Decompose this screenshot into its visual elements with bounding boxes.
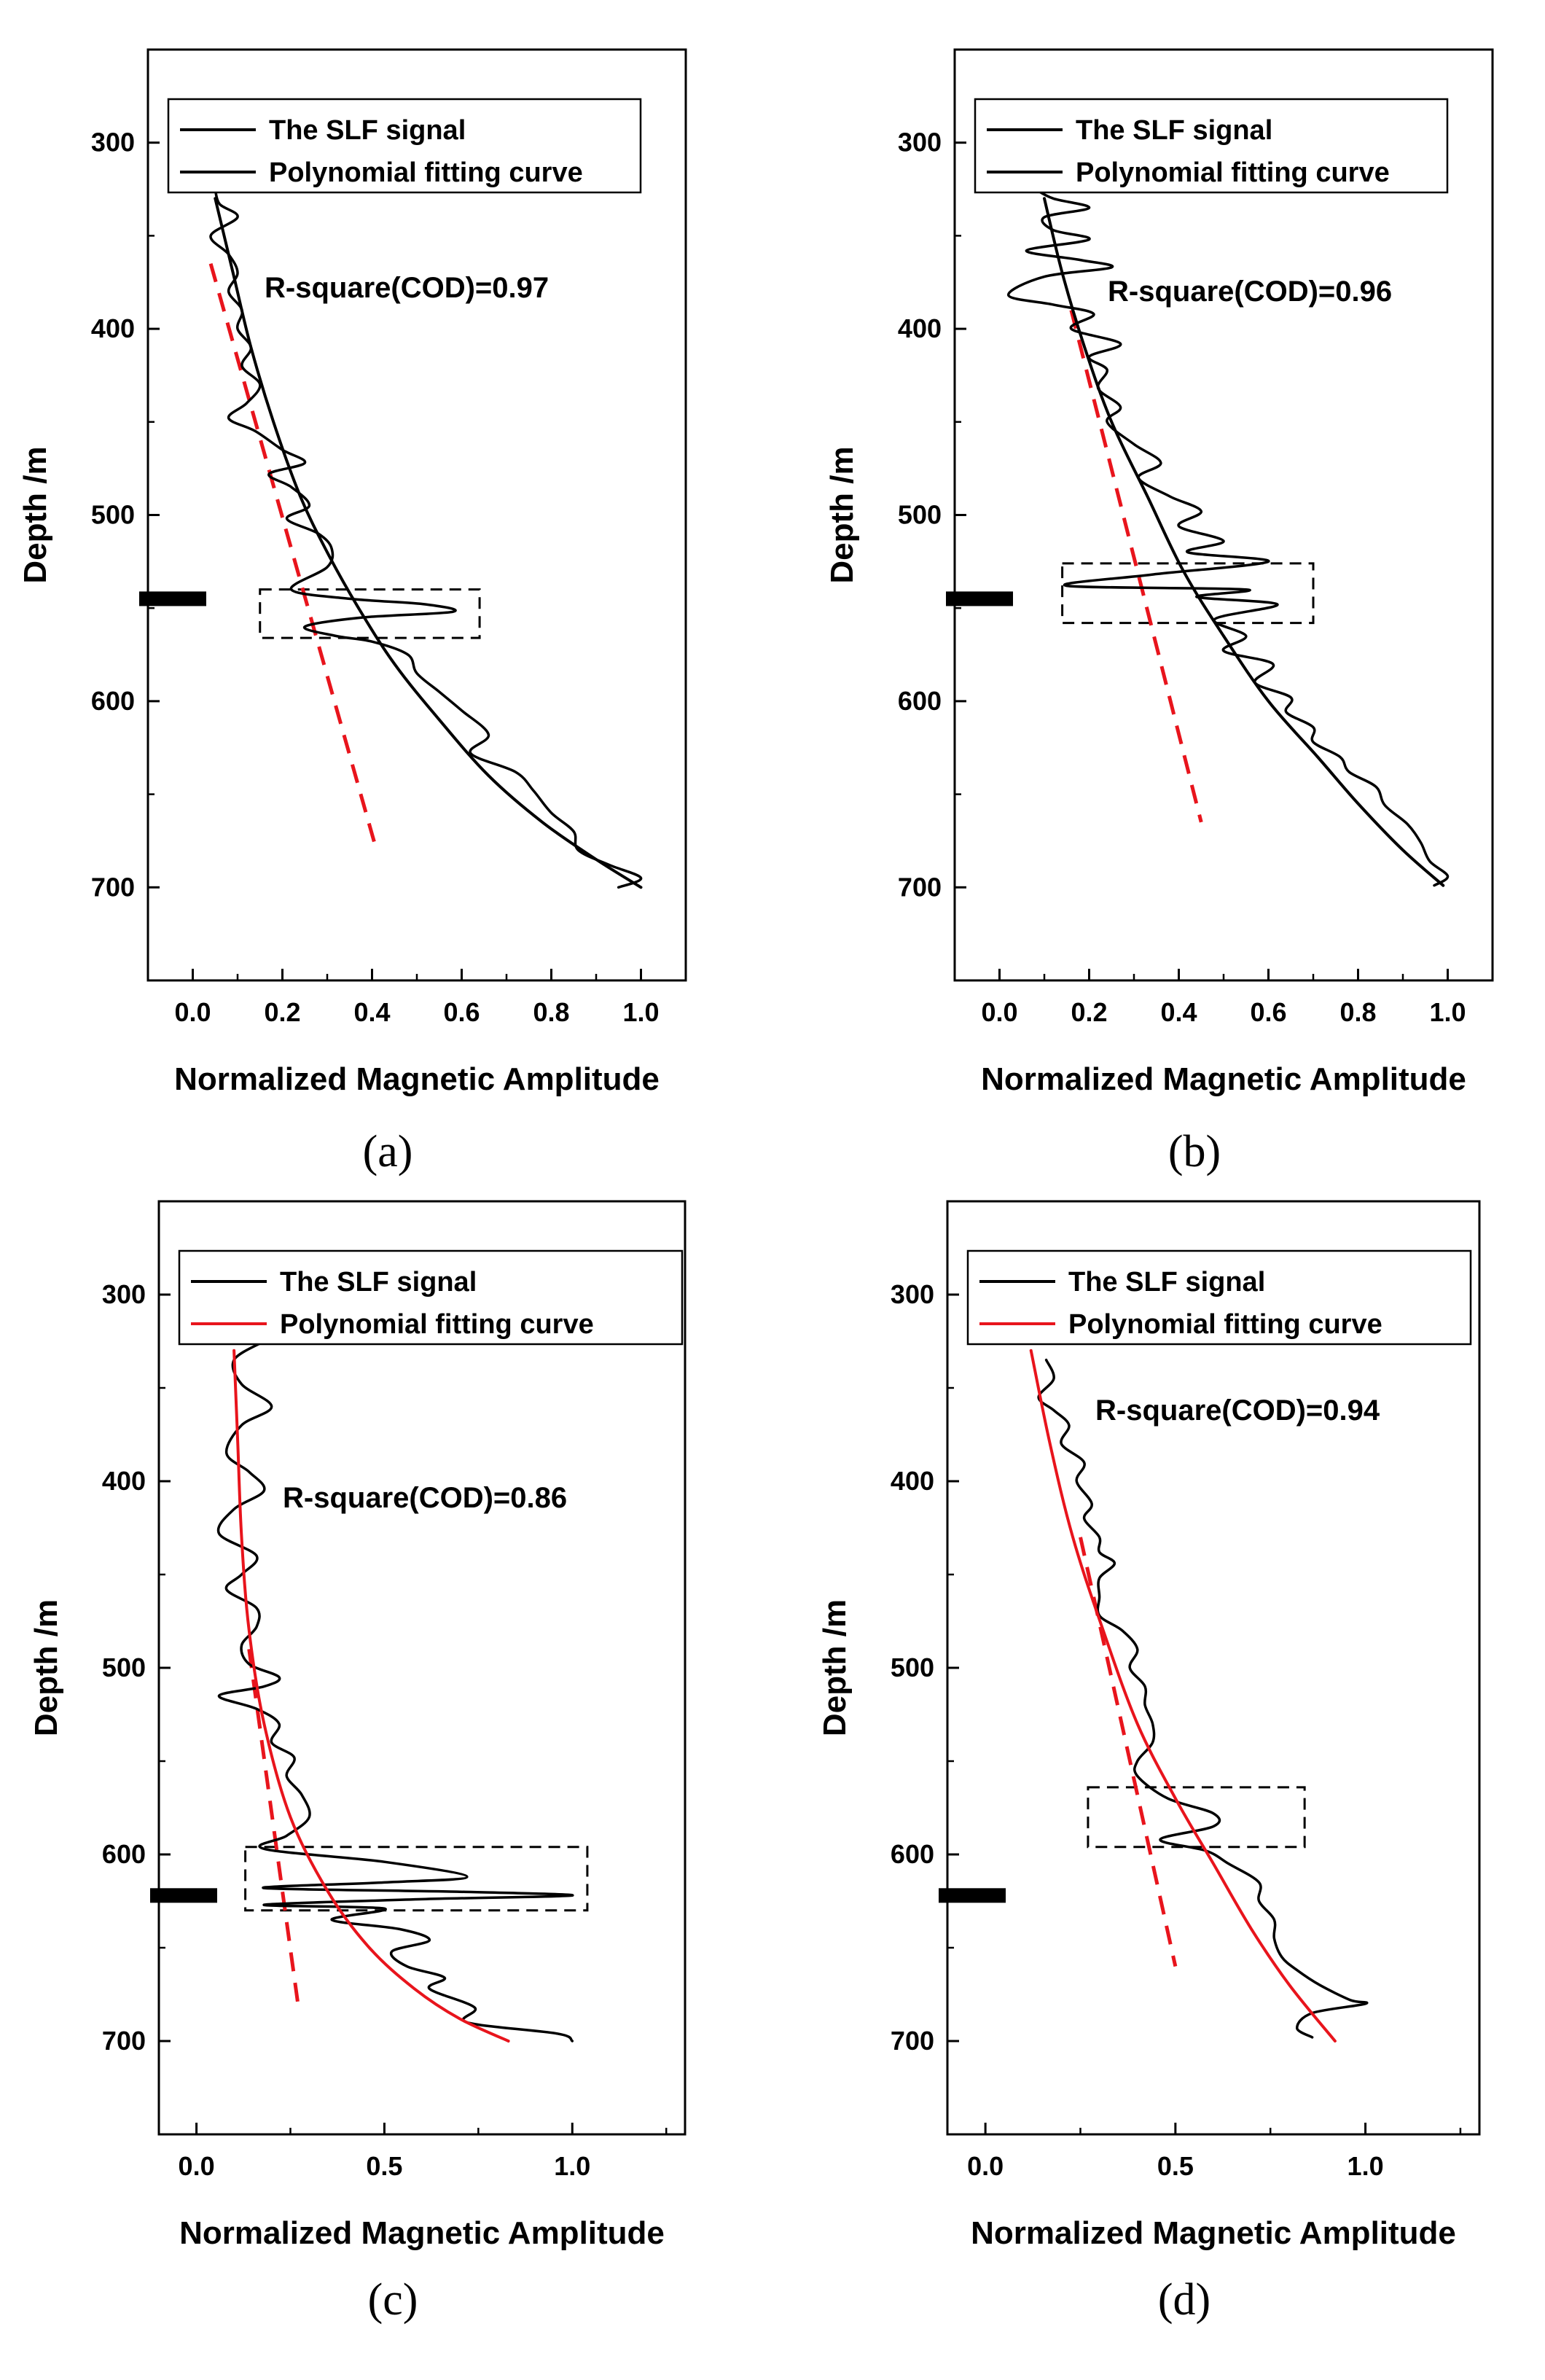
y-tick-label: 300 xyxy=(91,128,135,157)
plot-area xyxy=(208,187,643,889)
x-tick-label: 1.0 xyxy=(1348,2151,1384,2181)
trend-dashed-line xyxy=(247,1649,300,2005)
y-tick-label: 500 xyxy=(898,500,942,530)
anomaly-box xyxy=(1087,1786,1306,1849)
depth-marker xyxy=(939,1888,1006,1903)
legend: The SLF signal Polynomial fitting curve xyxy=(167,98,642,194)
r-square-annotation: R-square(COD)=0.86 xyxy=(283,1482,567,1514)
y-tick-label: 400 xyxy=(898,313,942,343)
y-tick-label: 600 xyxy=(891,1839,934,1869)
legend-box xyxy=(178,1249,684,1346)
trend-dashed-line xyxy=(1069,309,1203,823)
y-tick-label: 500 xyxy=(891,1653,934,1682)
y-axis-label: Depth /m xyxy=(817,1599,853,1736)
r-square-annotation: R-square(COD)=0.94 xyxy=(1095,1394,1380,1427)
x-axis-label: Normalized Magnetic Amplitude xyxy=(971,2215,1456,2251)
y-tick-label: 600 xyxy=(898,686,942,716)
series-signal xyxy=(216,1340,574,2042)
x-tick-label: 0.2 xyxy=(1071,997,1107,1027)
y-axis-label: Depth /m xyxy=(28,1599,64,1736)
panel-caption: (b) xyxy=(1168,1127,1221,1177)
y-tick-label: 600 xyxy=(91,686,135,716)
trend-dashed-line xyxy=(208,263,379,851)
x-tick-label: 0.5 xyxy=(366,2151,402,2181)
y-tick-label: 700 xyxy=(102,2026,146,2056)
legend-box xyxy=(974,98,1449,194)
panel-caption: (c) xyxy=(368,2275,418,2325)
plot-area xyxy=(1029,1349,1369,2042)
x-tick-label: 0.2 xyxy=(264,997,300,1027)
legend: The SLF signal Polynomial fitting curve xyxy=(966,1249,1472,1346)
chart-panel-b: 300 400 500 600 700 0.0 0.2 0.4 0.6 0.8 1.0 Normali… xyxy=(824,48,1494,1177)
x-tick-label: 0.5 xyxy=(1157,2151,1194,2181)
legend-label: Polynomial fitting curve xyxy=(1076,157,1390,188)
x-axis-label: Normalized Magnetic Amplitude xyxy=(981,1061,1466,1097)
y-tick-label: 300 xyxy=(891,1279,934,1309)
series-fit xyxy=(1029,1349,1337,2042)
legend: The SLF signal Polynomial fitting curve xyxy=(974,98,1449,194)
legend-label: The SLF signal xyxy=(269,115,466,146)
series-signal xyxy=(1007,187,1450,887)
depth-marker xyxy=(150,1888,217,1903)
depth-marker xyxy=(139,591,206,606)
x-tick-label: 0.4 xyxy=(353,997,390,1027)
x-axis-label: Normalized Magnetic Amplitude xyxy=(174,1061,660,1097)
anomaly-box xyxy=(1061,562,1315,625)
x-tick-label: 1.0 xyxy=(622,997,659,1027)
chart-panel-c: 300 400 500 600 700 0.0 0.5 1.0 Normalized Magne… xyxy=(28,1200,687,2325)
chart-panel-a: 300 400 500 600 700 0.0 0.2 0.4 0.6 0.8 1.0 Normali… xyxy=(17,48,687,1177)
series-signal xyxy=(209,187,643,889)
legend-box xyxy=(167,98,642,194)
x-tick-label: 0.8 xyxy=(1339,997,1376,1027)
series-fit xyxy=(1043,197,1445,887)
y-tick-label: 300 xyxy=(102,1279,146,1309)
y-tick-label: 600 xyxy=(102,1839,146,1869)
panel-caption: (a) xyxy=(363,1127,413,1177)
y-tick-label: 400 xyxy=(891,1466,934,1496)
x-axis-label: Normalized Magnetic Amplitude xyxy=(179,2215,665,2251)
legend-label: Polynomial fitting curve xyxy=(269,157,583,188)
series-fit xyxy=(232,1349,510,2042)
x-tick-label: 0.0 xyxy=(981,997,1017,1027)
x-tick-label: 1.0 xyxy=(554,2151,590,2181)
y-tick-label: 700 xyxy=(91,872,135,902)
legend: The SLF signal Polynomial fitting curve xyxy=(178,1249,684,1346)
x-tick-label: 0.0 xyxy=(174,997,211,1027)
y-tick-label: 400 xyxy=(102,1466,146,1496)
x-tick-label: 0.0 xyxy=(179,2151,215,2181)
plot-area xyxy=(216,1340,589,2042)
y-axis-label: Depth /m xyxy=(824,446,860,583)
y-tick-label: 500 xyxy=(102,1653,146,1682)
y-tick-label: 700 xyxy=(898,872,942,902)
legend-label: Polynomial fitting curve xyxy=(1068,1309,1382,1340)
series-signal xyxy=(1037,1358,1369,2039)
x-tick-label: 0.8 xyxy=(533,997,569,1027)
y-tick-label: 500 xyxy=(91,500,135,530)
x-tick-label: 0.4 xyxy=(1160,997,1197,1027)
legend-label: The SLF signal xyxy=(1076,115,1272,146)
y-axis-label: Depth /m xyxy=(17,446,53,583)
depth-marker xyxy=(946,591,1013,606)
series-fit xyxy=(214,197,643,889)
chart-panel-d: 300 400 500 600 700 0.0 0.5 1.0 Normalized Magne… xyxy=(817,1200,1481,2325)
x-tick-label: 1.0 xyxy=(1429,997,1466,1027)
x-tick-label: 0.0 xyxy=(967,2151,1004,2181)
y-tick-label: 300 xyxy=(898,128,942,157)
legend-label: Polynomial fitting curve xyxy=(280,1309,594,1340)
y-tick-label: 700 xyxy=(891,2026,934,2056)
x-tick-label: 0.6 xyxy=(443,997,480,1027)
legend-label: The SLF signal xyxy=(1068,1267,1265,1298)
legend-label: The SLF signal xyxy=(280,1267,477,1298)
plot-area xyxy=(1007,187,1450,887)
anomaly-box xyxy=(259,588,481,639)
r-square-annotation: R-square(COD)=0.96 xyxy=(1108,276,1392,308)
legend-box xyxy=(966,1249,1472,1346)
y-tick-label: 400 xyxy=(91,313,135,343)
panel-caption: (d) xyxy=(1158,2275,1210,2325)
x-tick-label: 0.6 xyxy=(1250,997,1286,1027)
r-square-annotation: R-square(COD)=0.97 xyxy=(265,272,549,304)
anomaly-box xyxy=(244,1846,589,1912)
